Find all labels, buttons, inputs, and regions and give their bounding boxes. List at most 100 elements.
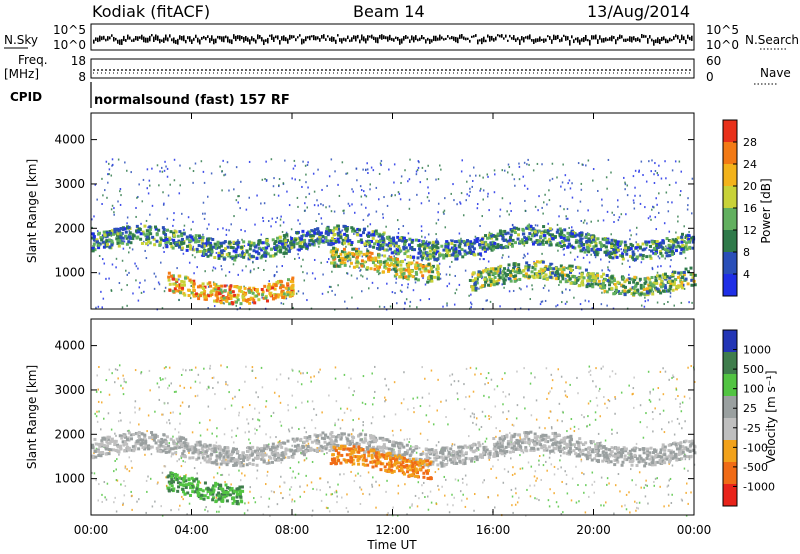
echo-cell <box>484 280 488 284</box>
echo-cell <box>147 414 150 417</box>
noise-sample <box>105 38 107 42</box>
echo-cell <box>248 160 251 163</box>
noise-sample <box>273 36 275 43</box>
echo-cell <box>530 465 533 468</box>
echo-cell <box>395 263 399 267</box>
echo-cell <box>229 284 233 288</box>
echo-cell <box>682 239 686 243</box>
echo-cell <box>247 257 251 261</box>
echo-cell <box>118 453 120 456</box>
echo-cell <box>244 380 246 383</box>
echo-cell <box>238 195 240 198</box>
echo-cell <box>255 477 258 480</box>
echo-cell <box>375 246 379 250</box>
echo-cell <box>392 236 396 240</box>
echo-cell <box>528 223 530 226</box>
echo-cell <box>577 484 579 487</box>
echo-cell <box>691 301 693 304</box>
echo-cell <box>536 224 539 227</box>
echo-cell <box>641 248 645 252</box>
echo-cell <box>542 225 546 229</box>
echo-cell <box>248 286 252 290</box>
echo-cell <box>182 232 186 236</box>
echo-cell <box>673 239 677 243</box>
echo-cell <box>420 229 423 232</box>
echo-cell <box>454 478 457 481</box>
echo-cell <box>352 394 354 397</box>
echo-cell <box>520 238 524 242</box>
echo-cell <box>435 222 438 225</box>
echo-cell <box>172 282 176 286</box>
echo-cell <box>278 241 282 245</box>
echo-cell <box>468 278 472 282</box>
echo-cell <box>116 239 120 243</box>
echo-cell <box>158 386 160 389</box>
echo-cell <box>289 286 293 290</box>
echo-cell <box>257 418 259 421</box>
echo-cell <box>196 249 200 253</box>
echo-cell <box>471 275 474 278</box>
echo-cell <box>468 194 470 197</box>
echo-cell <box>223 433 226 436</box>
echo-cell <box>365 169 367 172</box>
echo-cell <box>321 411 323 414</box>
echo-cell <box>204 295 208 299</box>
echo-cell <box>371 236 375 240</box>
echo-cell <box>439 273 441 276</box>
echo-cell <box>235 247 239 251</box>
echo-cell <box>115 479 118 482</box>
echo-cell <box>460 237 462 240</box>
echo-cell <box>394 413 397 416</box>
noise-sample <box>99 35 101 42</box>
noise-sample <box>427 37 429 41</box>
echo-cell <box>642 288 646 292</box>
echo-cell <box>484 440 487 443</box>
echo-cell <box>207 307 209 310</box>
echo-cell <box>97 499 99 502</box>
noise-sample <box>401 38 403 44</box>
echo-cell <box>631 256 635 260</box>
echo-cell <box>551 271 555 275</box>
echo-cell <box>290 293 294 297</box>
echo-cell <box>144 242 148 246</box>
echo-cell <box>204 252 208 256</box>
echo-cell <box>578 500 580 503</box>
echo-cell <box>162 239 166 243</box>
echo-cell <box>265 160 267 163</box>
echo-cell <box>663 284 667 288</box>
echo-cell <box>352 253 356 257</box>
echo-cell <box>128 251 130 254</box>
echo-cell <box>421 396 424 399</box>
echo-cell <box>219 165 221 168</box>
echo-cell <box>361 290 363 293</box>
echo-cell <box>491 242 495 246</box>
echo-cell <box>162 413 164 416</box>
echo-cell <box>612 250 616 254</box>
noise-sample <box>521 36 523 41</box>
echo-cell <box>633 376 635 379</box>
echo-cell <box>550 463 553 466</box>
echo-cell <box>589 400 592 403</box>
echo-cell <box>634 246 638 250</box>
echo-cell <box>351 254 355 258</box>
echo-cell <box>639 283 643 287</box>
echo-cell <box>289 466 292 469</box>
echo-cell <box>455 288 458 291</box>
echo-cell <box>600 244 604 248</box>
echo-cell <box>538 463 540 466</box>
echo-cell <box>424 169 427 172</box>
echo-cell <box>681 499 684 502</box>
echo-cell <box>512 466 514 469</box>
echo-cell <box>375 480 377 483</box>
echo-cell <box>344 227 348 231</box>
echo-cell <box>667 289 671 293</box>
echo-cell <box>241 269 244 272</box>
echo-cell <box>421 484 423 487</box>
echo-cell <box>126 468 128 471</box>
echo-cell <box>595 385 597 388</box>
echo-cell <box>219 288 223 292</box>
echo-cell <box>155 233 159 237</box>
noise-sample <box>381 34 383 40</box>
noise-sample <box>593 35 595 40</box>
echo-cell <box>474 373 476 376</box>
